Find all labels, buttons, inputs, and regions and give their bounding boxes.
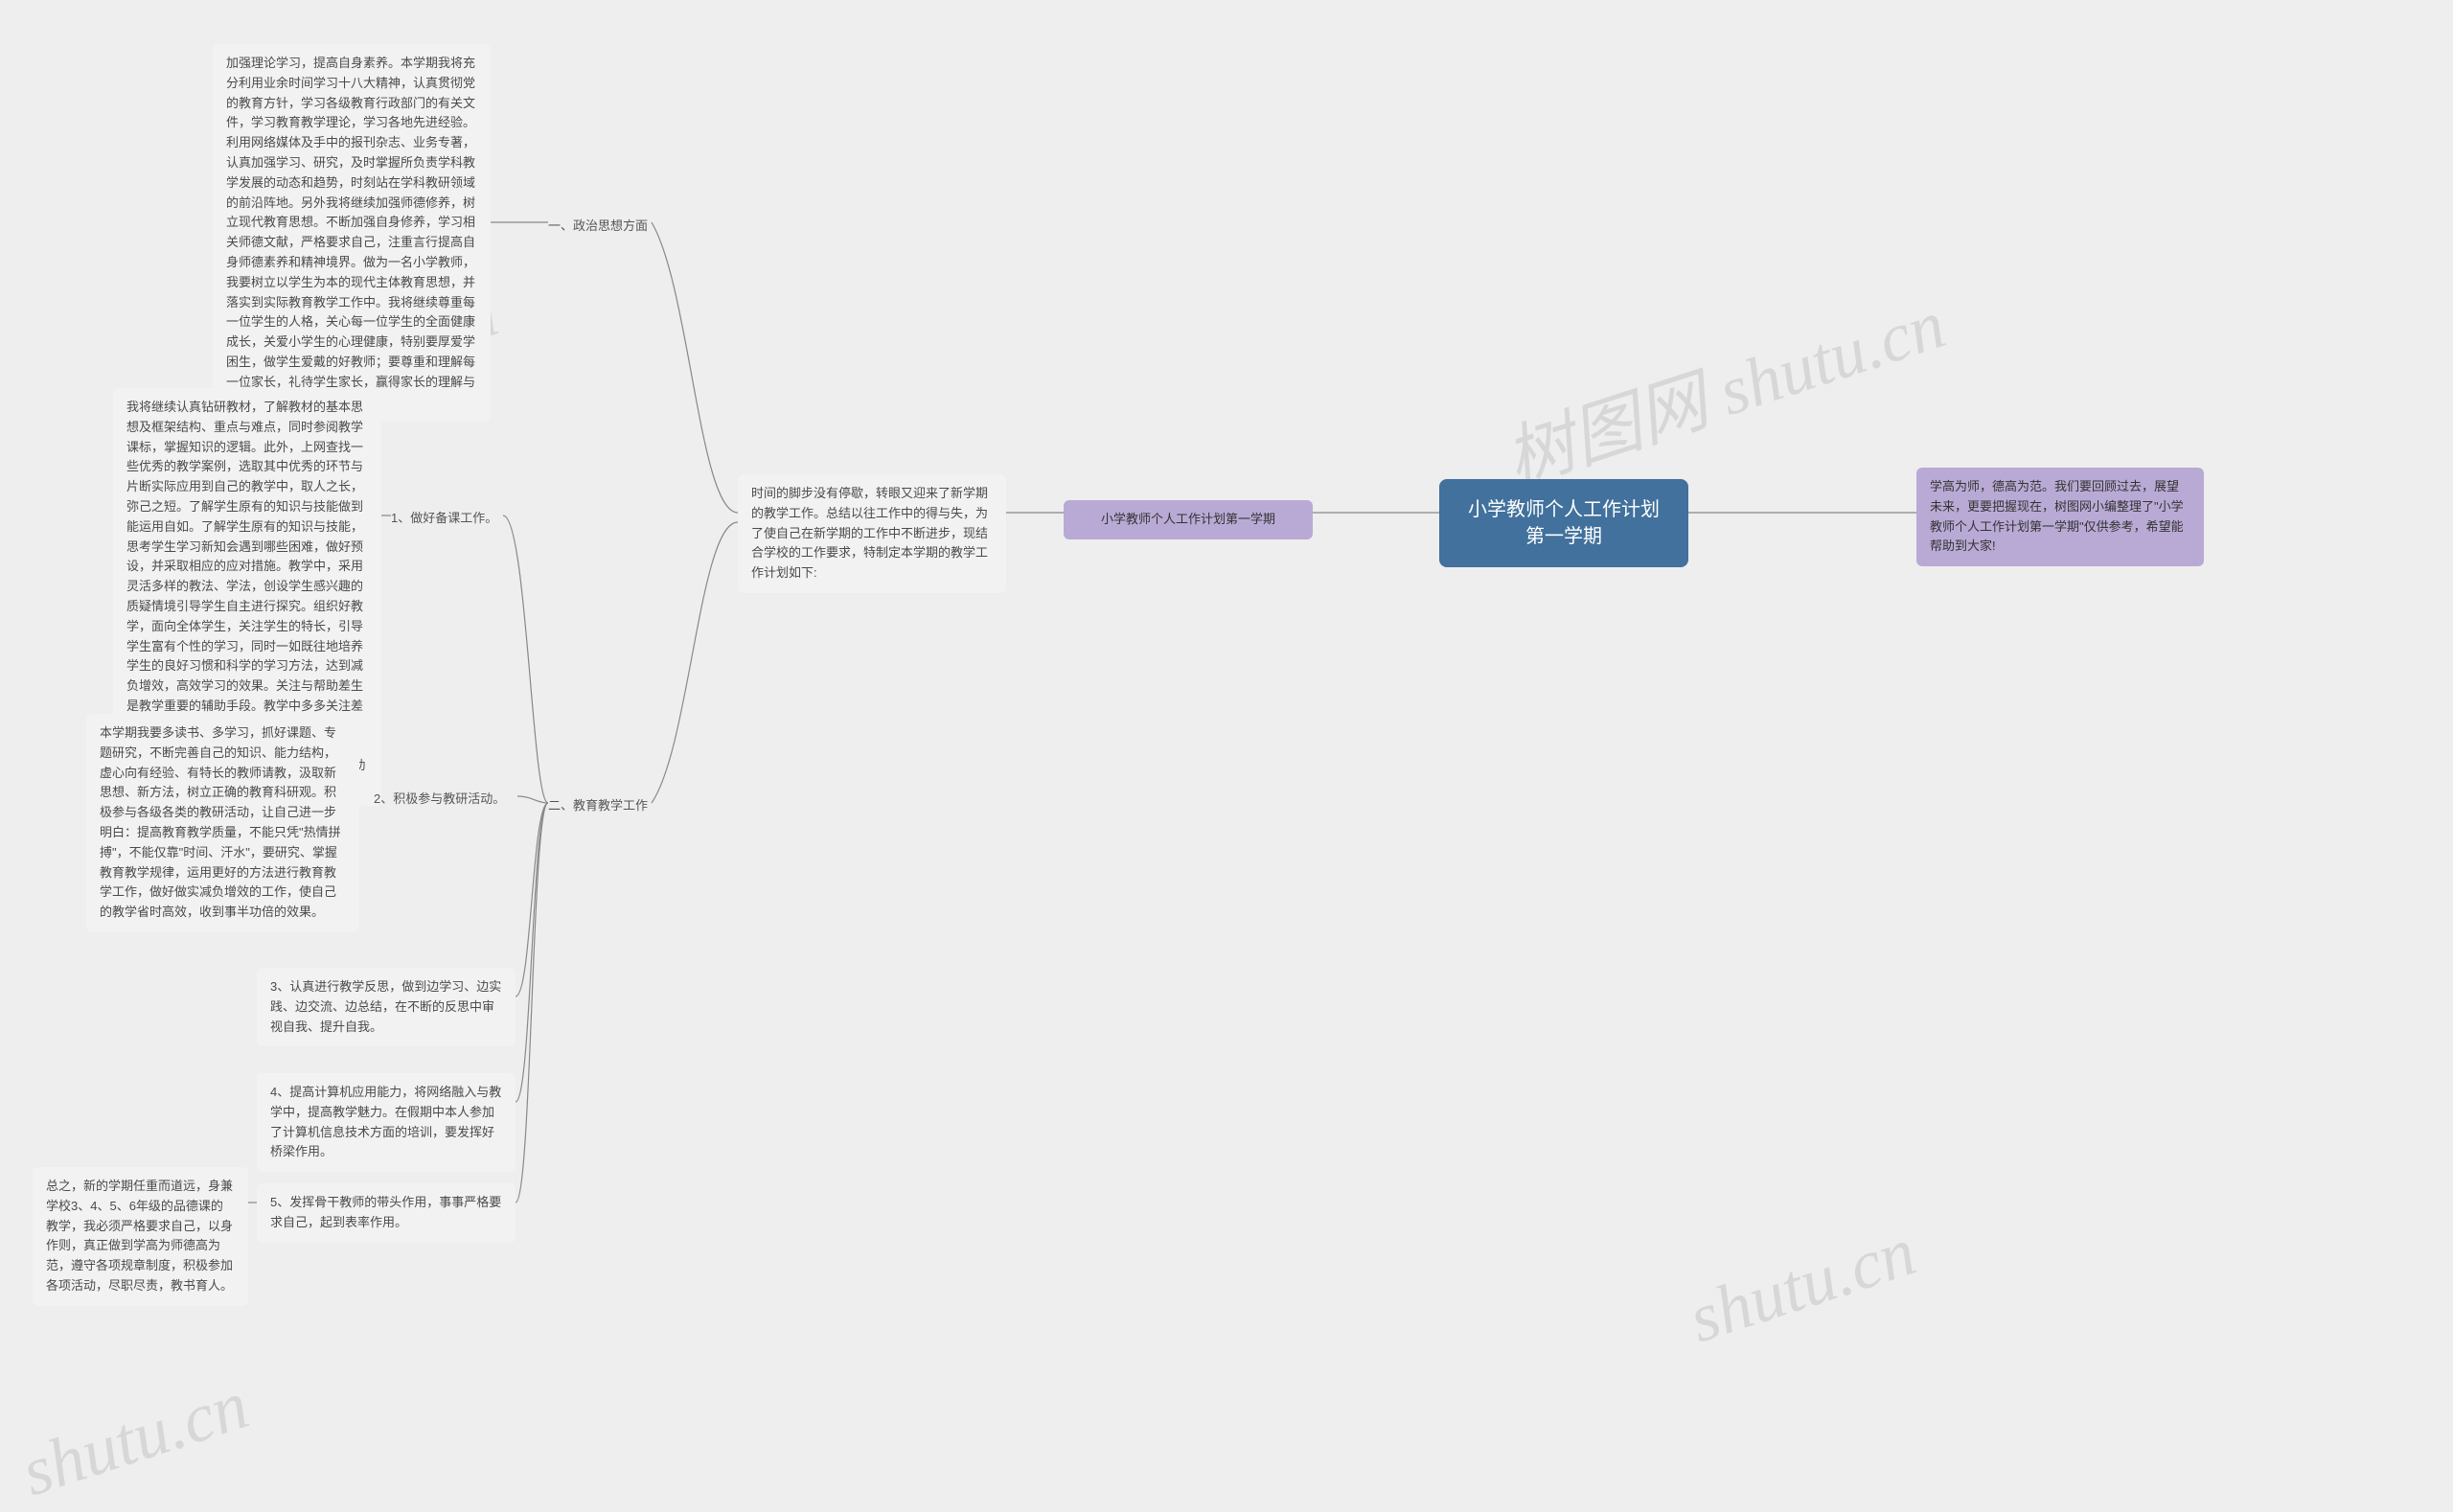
section1-label[interactable]: 一、政治思想方面 [548, 216, 648, 234]
right-conclusion-node[interactable]: 学高为师，德高为范。我们要回顾过去，展望未来，更要把握现在，树图网小编整理了"小… [1916, 468, 2204, 566]
watermark: shutu.cn [12, 1365, 258, 1512]
watermark: shutu.cn [1680, 1212, 1925, 1360]
item2-label[interactable]: 2、积极参与教研活动。 [374, 789, 505, 807]
item2-body-node[interactable]: 本学期我要多读书、多学习，抓好课题、专题研究，不断完善自己的知识、能力结构，虚心… [86, 714, 359, 932]
item4-body-node[interactable]: 4、提高计算机应用能力，将网络融入与教学中，提高教学魅力。在假期中本人参加了计算… [257, 1073, 516, 1172]
intro-node[interactable]: 时间的脚步没有停歇，转眼又迎来了新学期的教学工作。总结以往工作中的得与失，为了使… [738, 474, 1006, 593]
subtitle-node[interactable]: 小学教师个人工作计划第一学期 [1064, 500, 1313, 539]
item5-body-node[interactable]: 总之，新的学期任重而道远，身兼学校3、4、5、6年级的品德课的教学，我必须严格要… [33, 1167, 248, 1306]
item1-label[interactable]: 1、做好备课工作。 [391, 508, 497, 526]
item5-label-node[interactable]: 5、发挥骨干教师的带头作用，事事严格要求自己，起到表率作用。 [257, 1183, 516, 1243]
root-node[interactable]: 小学教师个人工作计划第一学期 [1439, 479, 1688, 567]
section1-body-node[interactable]: 加强理论学习，提高自身素养。本学期我将充分利用业余时间学习十八大精神，认真贯彻党… [213, 44, 491, 422]
item3-body-node[interactable]: 3、认真进行教学反思，做到边学习、边实践、边交流、边总结，在不断的反思中审视自我… [257, 968, 516, 1046]
section2-label[interactable]: 二、教育教学工作 [548, 795, 648, 813]
watermark: 树图网 shutu.cn [1490, 267, 1955, 504]
